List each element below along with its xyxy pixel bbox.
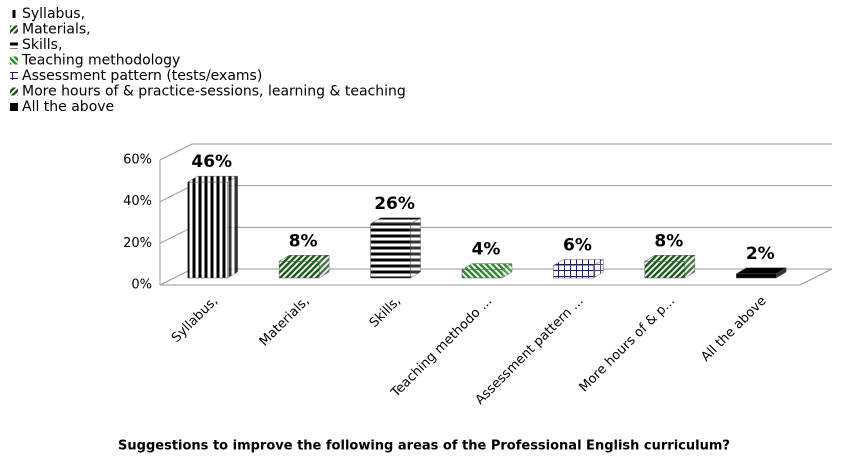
legend-label: Skills, [22, 37, 62, 53]
floor-edge [799, 268, 833, 286]
legend-label: All the above [22, 99, 114, 115]
x-tick-label: Teaching methodo ... [388, 294, 495, 401]
bar [735, 267, 788, 279]
legend-swatch [10, 103, 18, 111]
bar [461, 263, 513, 279]
value-label: 4% [472, 240, 501, 260]
bar-front [370, 223, 411, 279]
bar [278, 254, 331, 279]
legend-swatch [10, 87, 18, 96]
x-tick-label: Materials, [257, 294, 313, 350]
chart-title: Suggestions to improve the following are… [118, 439, 730, 454]
bar-front [736, 273, 777, 279]
bar-side [227, 175, 238, 279]
x-tick-label: More hours of & p... [577, 294, 679, 396]
grid-line [159, 185, 832, 203]
x-tick-label: Assessment pattern ... [473, 294, 587, 408]
legend-swatch [10, 41, 18, 49]
legend-swatch [10, 72, 18, 80]
y-tick-label: 0% [131, 278, 152, 293]
bar [643, 254, 696, 279]
x-tick-label: Skills, [367, 294, 404, 331]
legend-label: More hours of & practice-sessions, learn… [22, 84, 406, 100]
value-label: 8% [654, 231, 683, 251]
bar [186, 175, 239, 279]
legend-label: Teaching methodology [21, 53, 180, 69]
y-tick-label: 20% [123, 236, 152, 251]
bar-front [461, 269, 503, 279]
bar [369, 217, 422, 279]
legend-label: Materials, [22, 22, 91, 38]
y-tick-label: 40% [123, 194, 152, 209]
value-label: 2% [746, 244, 775, 264]
bar-front [644, 261, 686, 279]
value-label: 8% [289, 231, 318, 251]
bar-side [410, 217, 421, 279]
legend-swatch [10, 25, 18, 34]
x-tick-label: All the above [698, 294, 769, 365]
legend-label: Syllabus, [22, 6, 85, 22]
x-tick-label: Syllabus, [169, 294, 221, 346]
y-tick-label: 60% [123, 153, 152, 168]
value-label: 46% [191, 152, 232, 172]
legend-label: Assessment pattern (tests/exams) [22, 68, 262, 84]
bar [552, 259, 605, 279]
value-label: 26% [374, 194, 415, 214]
value-label: 6% [563, 236, 592, 256]
legend-swatch [10, 10, 18, 18]
legend-swatch [10, 56, 18, 65]
grid-line [159, 143, 832, 161]
bar-front [187, 181, 228, 279]
bar-front [553, 265, 594, 279]
bar-front [278, 261, 320, 279]
